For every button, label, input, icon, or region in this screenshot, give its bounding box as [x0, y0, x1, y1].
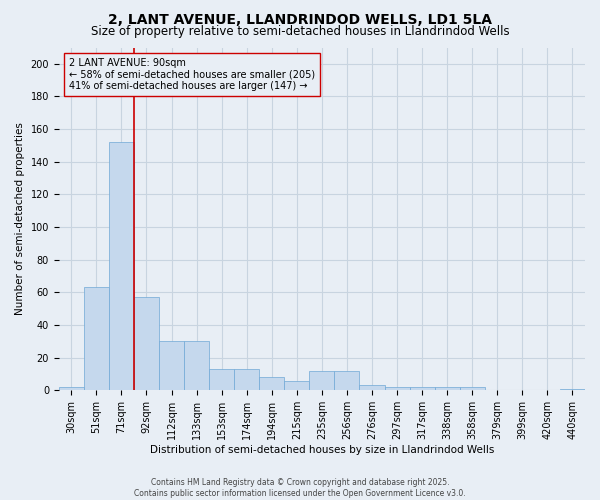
Bar	[259, 378, 284, 390]
Bar	[560, 388, 585, 390]
Bar	[310, 371, 334, 390]
Bar	[109, 142, 134, 390]
Bar	[134, 298, 159, 390]
Bar	[159, 342, 184, 390]
Text: Contains HM Land Registry data © Crown copyright and database right 2025.
Contai: Contains HM Land Registry data © Crown c…	[134, 478, 466, 498]
Y-axis label: Number of semi-detached properties: Number of semi-detached properties	[15, 122, 25, 316]
Bar	[385, 387, 410, 390]
Text: 2, LANT AVENUE, LLANDRINDOD WELLS, LD1 5LA: 2, LANT AVENUE, LLANDRINDOD WELLS, LD1 5…	[108, 12, 492, 26]
Bar	[284, 380, 310, 390]
Bar	[184, 342, 209, 390]
Bar	[84, 288, 109, 391]
Bar	[434, 387, 460, 390]
X-axis label: Distribution of semi-detached houses by size in Llandrindod Wells: Distribution of semi-detached houses by …	[150, 445, 494, 455]
Bar	[410, 387, 434, 390]
Bar	[59, 387, 84, 390]
Bar	[334, 371, 359, 390]
Text: Size of property relative to semi-detached houses in Llandrindod Wells: Size of property relative to semi-detach…	[91, 25, 509, 38]
Text: 2 LANT AVENUE: 90sqm
← 58% of semi-detached houses are smaller (205)
41% of semi: 2 LANT AVENUE: 90sqm ← 58% of semi-detac…	[70, 58, 316, 91]
Bar	[234, 369, 259, 390]
Bar	[359, 386, 385, 390]
Bar	[460, 387, 485, 390]
Bar	[209, 369, 234, 390]
